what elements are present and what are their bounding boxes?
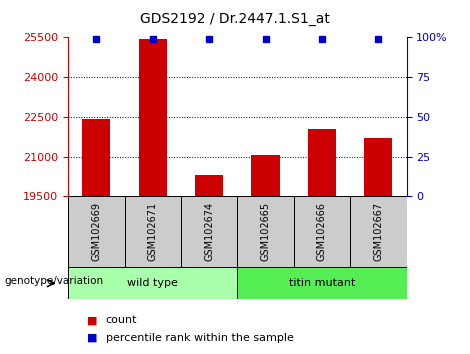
Bar — [125, 196, 181, 267]
Text: GSM102667: GSM102667 — [373, 202, 384, 262]
Text: GSM102669: GSM102669 — [91, 202, 102, 261]
Bar — [68, 267, 237, 299]
Text: GDS2192 / Dr.2447.1.S1_at: GDS2192 / Dr.2447.1.S1_at — [140, 12, 330, 27]
Bar — [350, 196, 407, 267]
Text: ■: ■ — [87, 333, 97, 343]
Bar — [237, 267, 407, 299]
Text: ■: ■ — [87, 315, 97, 325]
Bar — [237, 196, 294, 267]
Bar — [251, 155, 280, 196]
Bar — [364, 138, 392, 196]
Bar — [139, 39, 167, 196]
Bar — [294, 196, 350, 267]
Text: GSM102666: GSM102666 — [317, 202, 327, 261]
Text: wild type: wild type — [127, 278, 178, 288]
Bar — [195, 176, 223, 196]
Text: percentile rank within the sample: percentile rank within the sample — [106, 333, 294, 343]
Bar — [308, 129, 336, 196]
Text: count: count — [106, 315, 137, 325]
Text: GSM102665: GSM102665 — [260, 202, 271, 262]
Text: genotype/variation: genotype/variation — [5, 276, 104, 286]
Bar — [68, 196, 125, 267]
Bar — [181, 196, 237, 267]
Text: GSM102671: GSM102671 — [148, 202, 158, 262]
Text: GSM102674: GSM102674 — [204, 202, 214, 262]
Text: titin mutant: titin mutant — [289, 278, 355, 288]
Bar — [82, 119, 110, 196]
